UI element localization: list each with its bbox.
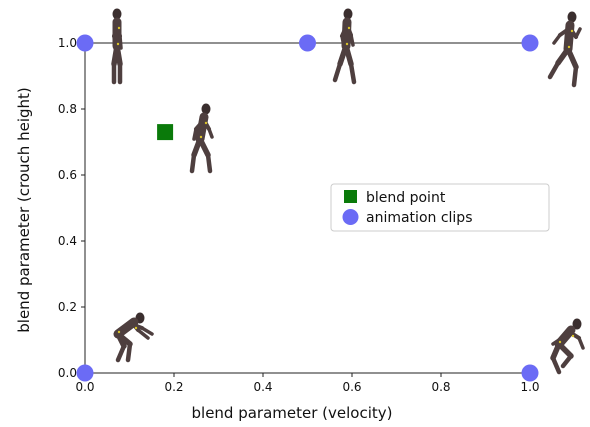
x-tick-label: 0.8 <box>431 380 450 394</box>
figure-icons <box>111 8 585 375</box>
y-tick-label: 0.0 <box>58 366 77 380</box>
legend-label-blend-point: blend point <box>366 190 446 206</box>
running-figure-icon <box>547 11 582 88</box>
y-tick-label: 0.4 <box>58 234 77 248</box>
animation-clip-marker <box>521 34 539 52</box>
blend-point-marker <box>157 124 174 141</box>
y-tick-label: 0.8 <box>58 102 77 116</box>
x-axis-label: blend parameter (velocity) <box>192 404 393 422</box>
standing-figure-icon <box>111 8 123 85</box>
animation-clip-marker <box>521 364 539 382</box>
y-tick-label: 1.0 <box>58 36 77 50</box>
x-tick-label: 0.0 <box>75 380 94 394</box>
animation-clip-marker <box>76 34 94 52</box>
animation-clip-marker <box>299 34 316 52</box>
y-tick-label: 0.6 <box>58 168 77 182</box>
legend-marker-animation-clips <box>342 209 359 225</box>
x-tick-label: 1.0 <box>520 380 539 394</box>
y-axis-label: blend parameter (crouch height) <box>15 87 33 332</box>
walking-figure-icon <box>332 8 357 85</box>
legend-marker-blend-point <box>344 190 357 203</box>
jumping-figure-icon <box>550 318 585 375</box>
crouching-figure-icon <box>113 312 154 363</box>
blended-figure-icon <box>189 103 214 174</box>
animation-clip-marker <box>76 364 94 382</box>
y-ticks: 0.0 0.2 0.4 0.6 0.8 1.0 <box>58 36 85 380</box>
legend-box <box>330 183 550 232</box>
legend: blend point animation clips <box>330 183 550 232</box>
y-tick-label: 0.2 <box>58 300 77 314</box>
data-marks <box>76 34 539 382</box>
x-tick-label: 0.4 <box>253 380 272 394</box>
x-ticks: 0.0 0.2 0.4 0.6 0.8 1.0 <box>75 373 540 394</box>
x-tick-label: 0.6 <box>342 380 361 394</box>
legend-label-animation-clips: animation clips <box>366 210 472 226</box>
x-tick-label: 0.2 <box>164 380 183 394</box>
